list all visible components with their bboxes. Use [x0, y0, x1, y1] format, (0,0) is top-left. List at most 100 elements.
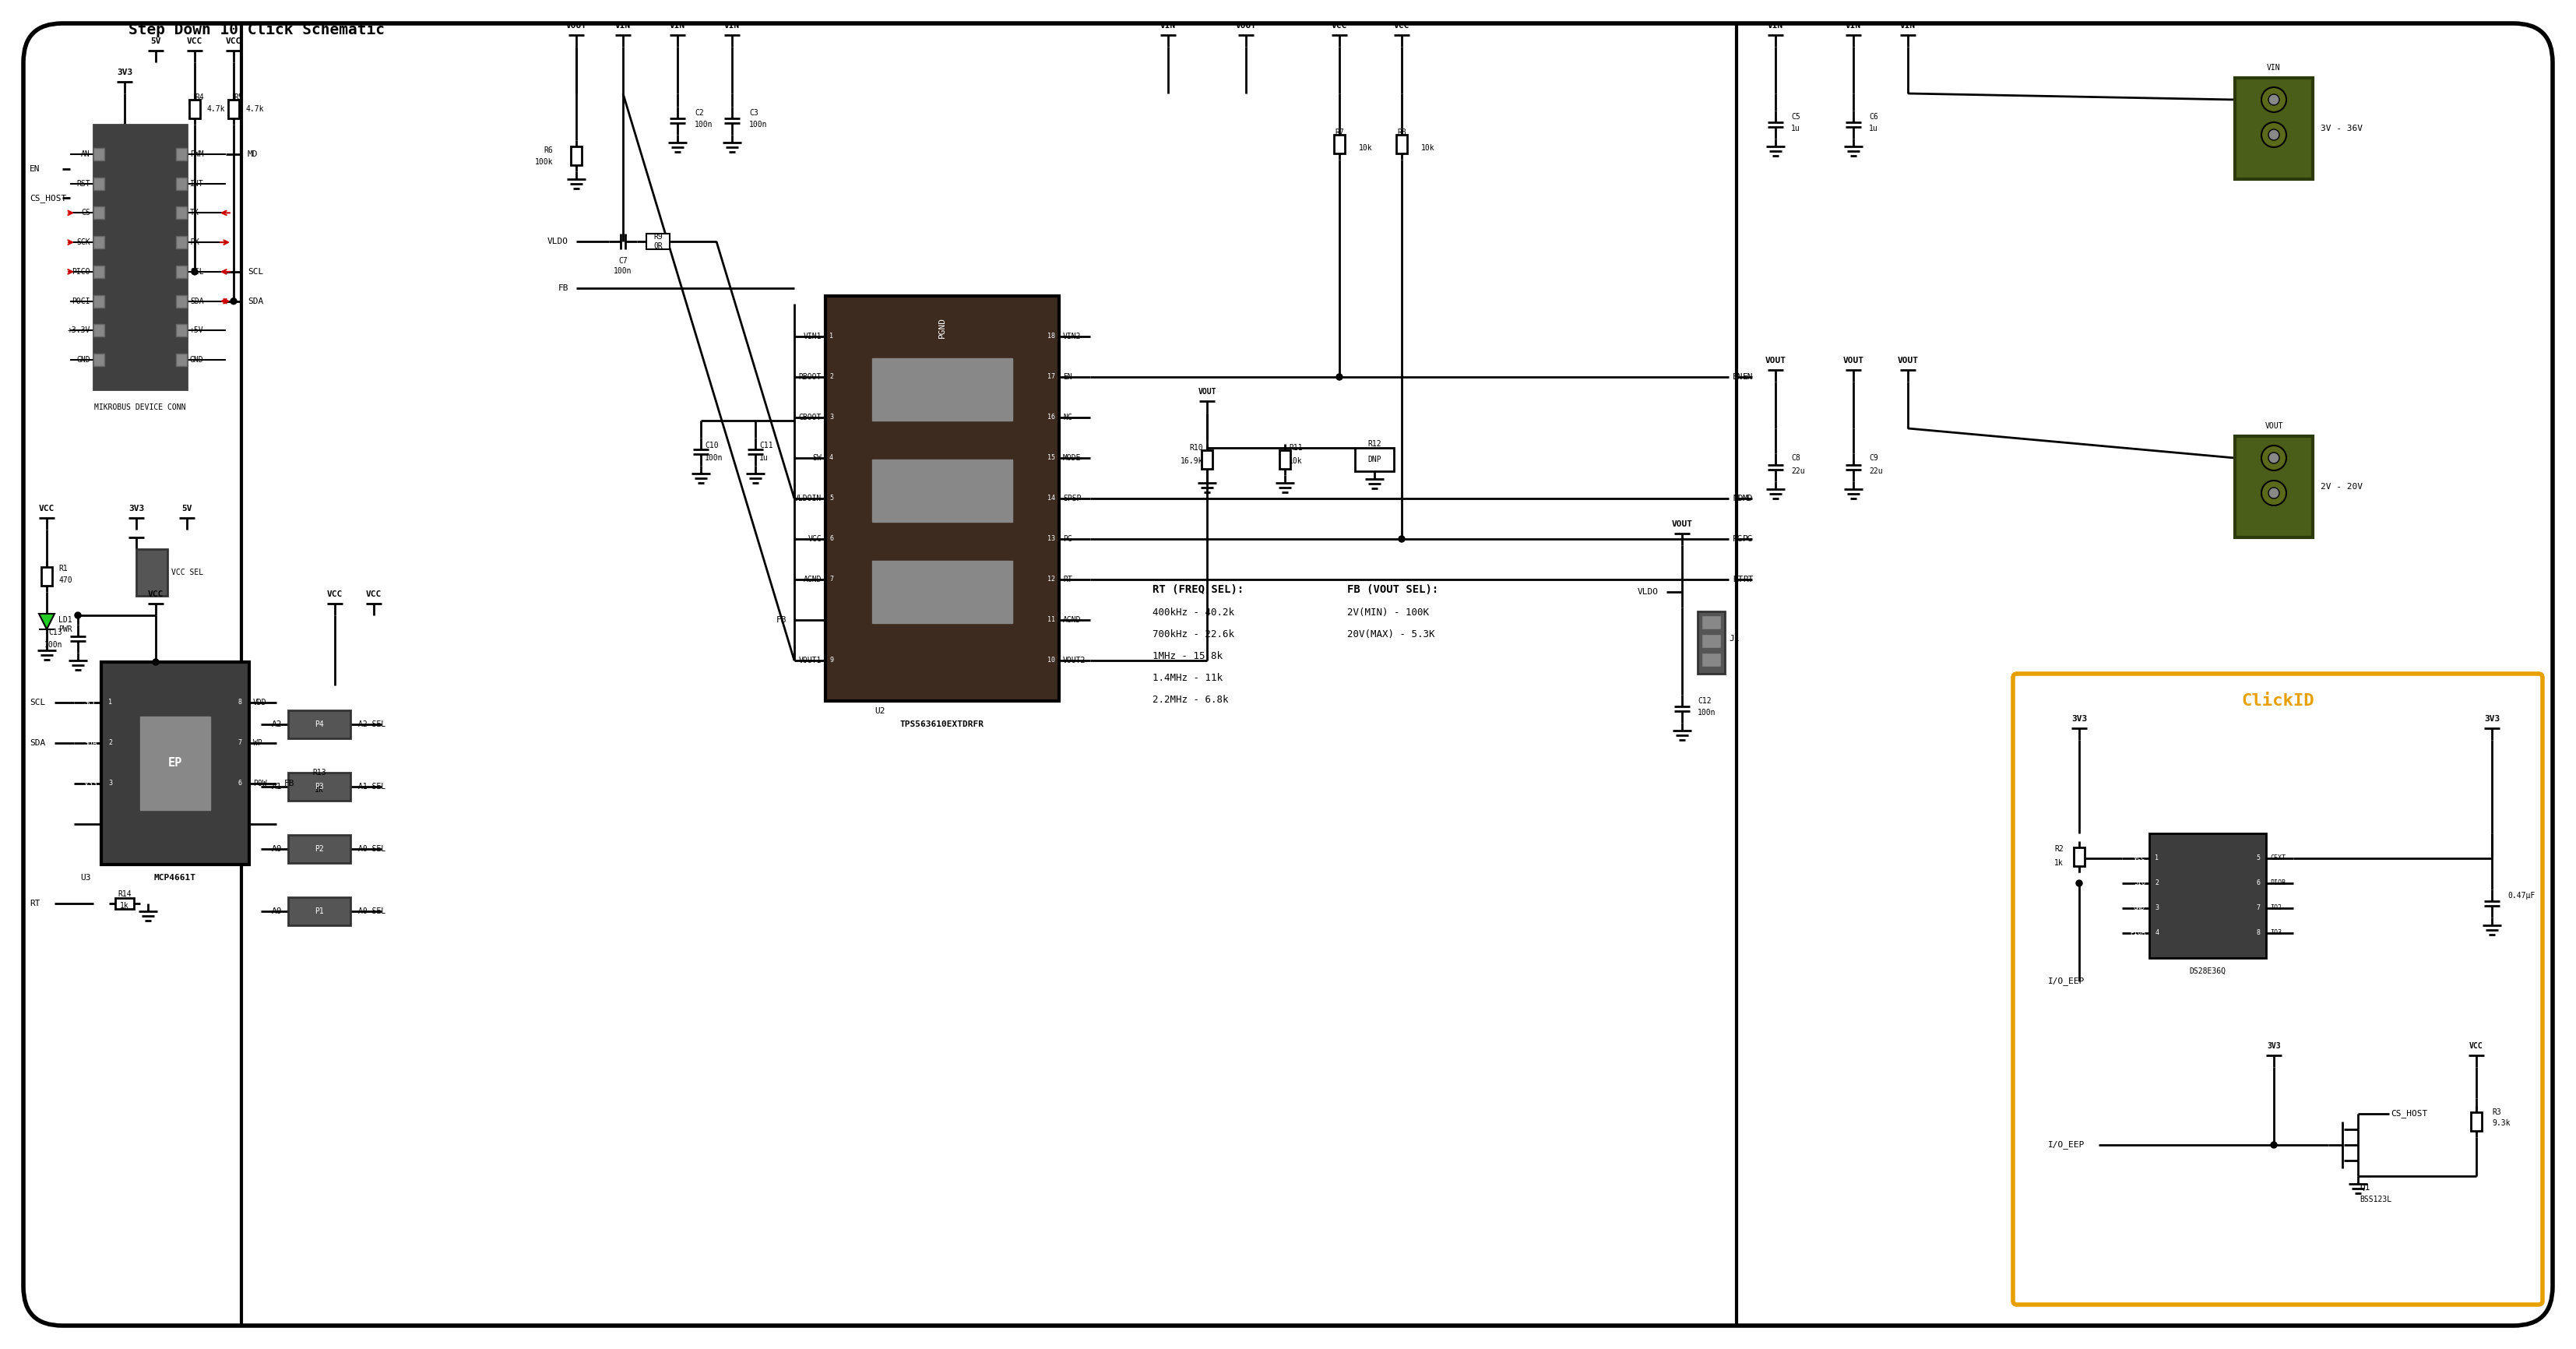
Bar [41, 567, 52, 585]
Text: 2.2MHz - 6.8k: 2.2MHz - 6.8k [1151, 695, 1229, 706]
Text: R7: R7 [1334, 128, 1345, 136]
Bar [1703, 615, 1721, 630]
Text: 6: 6 [829, 536, 832, 542]
Text: 4.7k: 4.7k [206, 105, 224, 113]
Text: VCC: VCC [2470, 1043, 2483, 1050]
Text: VDD: VDD [252, 699, 268, 707]
Circle shape [2269, 487, 2280, 499]
Text: CS: CS [82, 209, 90, 217]
Bar [93, 324, 106, 337]
Text: VCC SEL: VCC SEL [173, 568, 204, 576]
Bar [1698, 611, 1726, 673]
Text: 1: 1 [108, 699, 113, 706]
Text: SPSP: SPSP [1064, 495, 1082, 502]
Bar [229, 100, 240, 119]
Bar [175, 148, 188, 161]
Bar [1703, 653, 1721, 666]
FancyBboxPatch shape [2012, 673, 2543, 1304]
Text: MODE: MODE [1064, 455, 1082, 461]
Text: POCI: POCI [72, 297, 90, 305]
Circle shape [2262, 480, 2287, 506]
Text: +5V: +5V [191, 326, 204, 335]
Text: 22u: 22u [1870, 467, 1883, 475]
Text: VIN: VIN [724, 22, 739, 30]
Text: 100n: 100n [750, 120, 768, 128]
Text: P3: P3 [314, 782, 325, 791]
Text: FB (VOUT SEL):: FB (VOUT SEL): [1347, 584, 1437, 595]
Bar [116, 898, 134, 909]
Circle shape [2269, 130, 2280, 140]
Bar [188, 100, 201, 119]
Text: RT: RT [1064, 576, 1072, 583]
Text: C12: C12 [1698, 697, 1710, 706]
Bar [2074, 847, 2084, 866]
Text: GND: GND [77, 356, 90, 364]
Text: PIOA: PIOA [2130, 929, 2146, 936]
Text: 9: 9 [829, 657, 832, 664]
Text: CBOOT: CBOOT [799, 414, 822, 421]
Text: 10k: 10k [1288, 457, 1303, 465]
Text: MD: MD [1734, 495, 1744, 502]
Text: 100n: 100n [613, 267, 631, 275]
Text: SCK: SCK [77, 239, 90, 247]
FancyBboxPatch shape [23, 23, 2553, 1326]
Text: R11: R11 [1288, 444, 1303, 452]
Text: VCC: VCC [2133, 855, 2146, 862]
Bar [572, 147, 582, 165]
Text: INT: INT [191, 179, 204, 188]
Text: VOUT: VOUT [1842, 356, 1865, 364]
Text: AGND: AGND [804, 576, 822, 583]
Text: 470: 470 [59, 576, 72, 584]
Text: VLDOIN: VLDOIN [793, 495, 822, 502]
Text: 3V3: 3V3 [129, 505, 144, 513]
Text: VOUT: VOUT [1672, 521, 1692, 527]
Circle shape [1337, 374, 1342, 380]
Text: VCC: VCC [227, 38, 242, 45]
Text: EN: EN [1734, 374, 1744, 380]
Text: PIOB: PIOB [2269, 880, 2285, 886]
Text: 3: 3 [108, 780, 113, 786]
Text: A1 SEL: A1 SEL [358, 782, 386, 791]
Text: 15: 15 [1048, 455, 1056, 461]
Text: 2V - 20V: 2V - 20V [2321, 483, 2362, 491]
Text: 1u: 1u [760, 455, 768, 461]
Text: 6: 6 [2257, 880, 2259, 886]
Text: 7: 7 [2257, 905, 2259, 912]
Text: 2V(MIN) - 100K: 2V(MIN) - 100K [1347, 607, 1430, 618]
Text: VCC: VCC [39, 505, 54, 513]
Text: 4.7k: 4.7k [245, 105, 263, 113]
Bar [1703, 634, 1721, 648]
Text: 1u: 1u [1790, 124, 1801, 132]
Circle shape [2262, 123, 2287, 147]
Circle shape [229, 298, 237, 305]
Text: 5V: 5V [149, 38, 160, 45]
Bar [309, 778, 330, 789]
Text: PG: PG [1734, 536, 1744, 542]
Text: VOUT: VOUT [2264, 422, 2282, 430]
Text: VCC: VCC [188, 38, 204, 45]
Text: AN: AN [82, 150, 90, 158]
Text: 100n: 100n [44, 641, 62, 649]
Text: FB: FB [775, 616, 786, 623]
Text: GND: GND [191, 356, 204, 364]
Circle shape [152, 658, 160, 665]
Bar [289, 773, 350, 801]
Text: EP: EP [167, 757, 183, 769]
Bar [93, 206, 106, 219]
Text: R8: R8 [1396, 128, 1406, 136]
Text: R1: R1 [59, 565, 67, 572]
Bar [1334, 135, 1345, 154]
Polygon shape [39, 614, 54, 630]
Text: VOUT: VOUT [567, 22, 587, 30]
Text: PG: PG [1744, 536, 1754, 542]
Text: 16.9k: 16.9k [1180, 457, 1203, 465]
Text: 4: 4 [829, 455, 832, 461]
Text: A0 SEL: A0 SEL [358, 844, 386, 853]
Text: SCL: SCL [28, 699, 46, 707]
Text: VCC: VCC [809, 536, 822, 542]
Text: EN: EN [1064, 374, 1072, 380]
Text: U3: U3 [80, 874, 90, 882]
Text: VIN: VIN [670, 22, 685, 30]
Text: 700kHz - 22.6k: 700kHz - 22.6k [1151, 630, 1234, 639]
Text: I/O_EEP: I/O_EEP [2048, 977, 2084, 986]
